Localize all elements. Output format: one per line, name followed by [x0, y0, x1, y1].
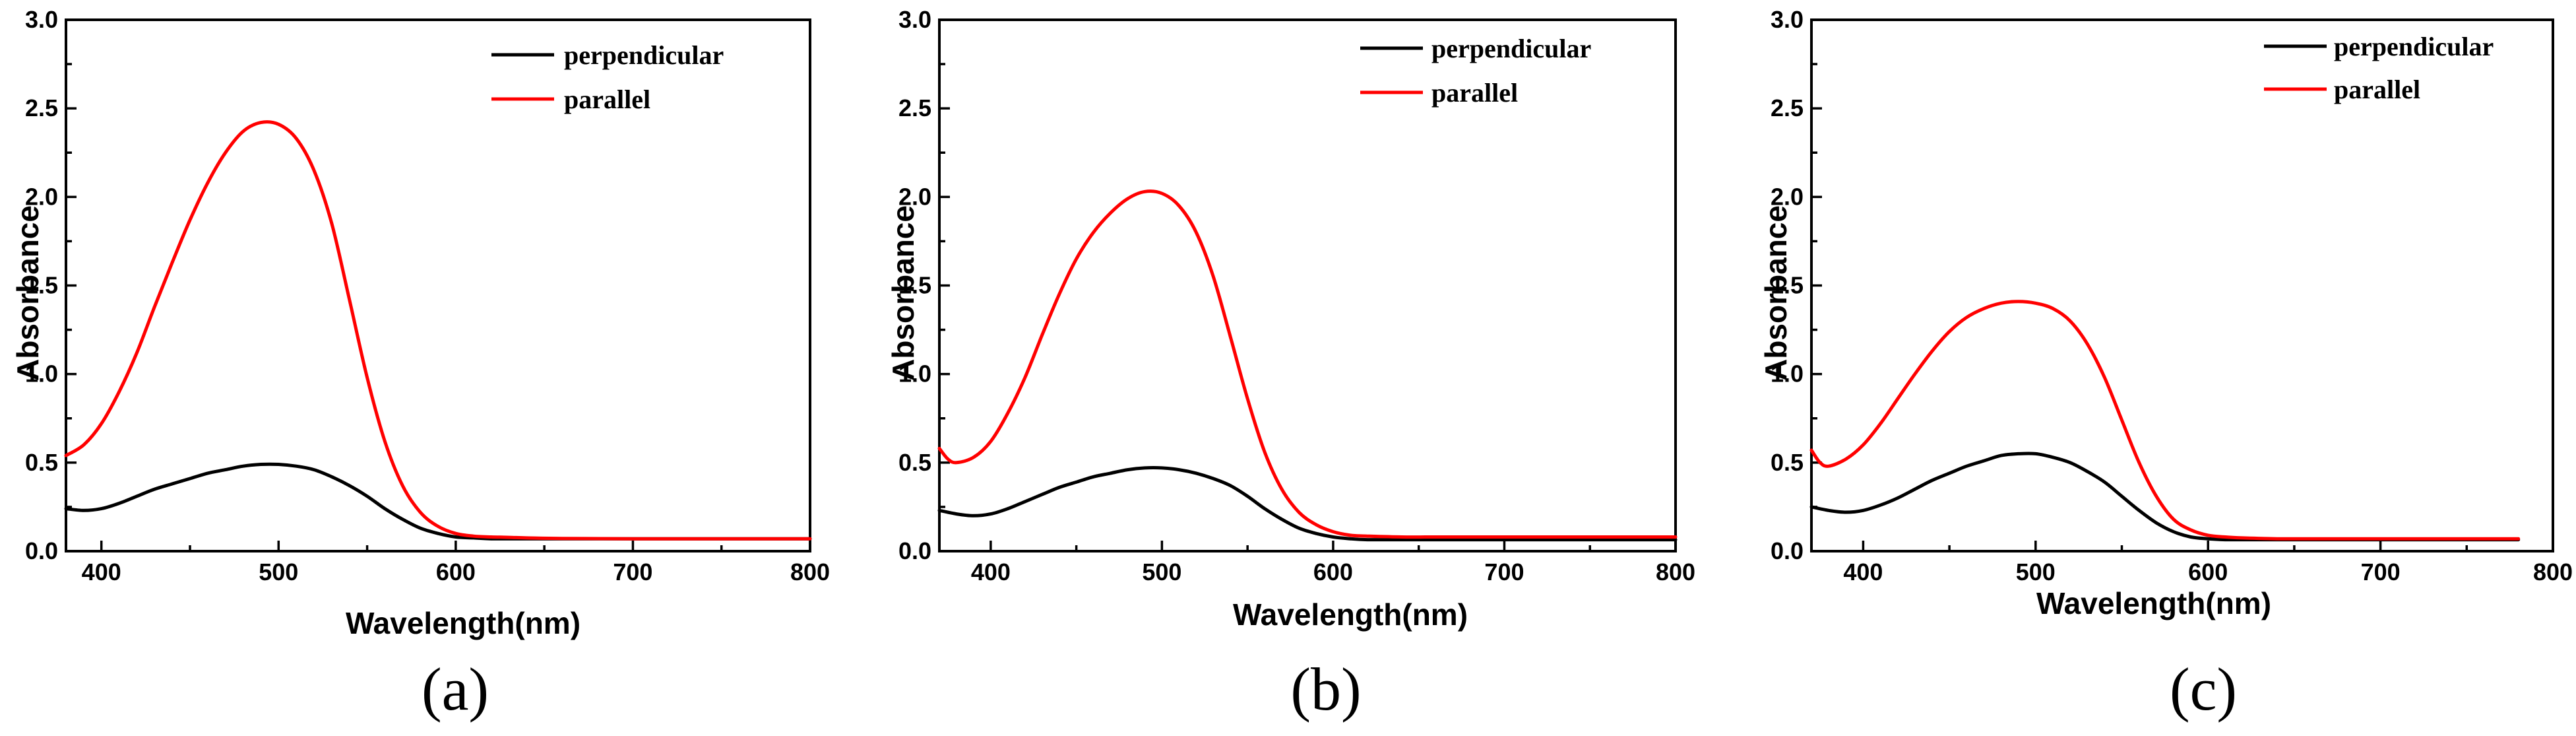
x-tick-label: 400: [1843, 558, 1883, 585]
plot-frame: [1810, 18, 2554, 552]
panel-caption: (a): [422, 655, 489, 723]
y-tick-label: 3.0: [25, 6, 58, 33]
plot-frame: [65, 18, 811, 552]
panel-c: 400 500 600 700 800 0.0 0.5 1.0 1.5 2.0 2.5 3.0 per…: [1759, 6, 2573, 723]
legend-label-perpendicular: perpendicular: [1431, 34, 1591, 63]
axis-ticks: 400 500 600 700 800 0.0 0.5 1.0 1.5 2.0 2.5 3.0: [1771, 6, 2573, 585]
x-axis-title: Wavelength(nm): [346, 606, 581, 640]
x-tick-label: 500: [2016, 558, 2056, 585]
y-axis-title: Absorbance: [11, 205, 45, 381]
x-tick-label: 600: [436, 558, 476, 585]
y-axis-title: Absorbance: [886, 205, 920, 381]
series-group: [937, 189, 1678, 542]
y-tick-label: 0.0: [898, 537, 931, 564]
series-group: [1809, 300, 2521, 542]
x-tick-label: 700: [1484, 558, 1524, 585]
legend: perpendicular parallel: [1360, 34, 1591, 108]
axis-ticks: 400 500 600 700 800 0.0 0.5 1.0 1.5 2.0 2.5 3.0: [25, 6, 830, 585]
legend-label-perpendicular: perpendicular: [2334, 32, 2494, 61]
panel-caption: (c): [2170, 655, 2237, 723]
y-tick-label: 2.5: [898, 94, 931, 121]
series-line-parallel: [1809, 300, 2521, 541]
axis-ticks: 400 500 600 700 800 0.0 0.5 1.0 1.5 2.0 2.5 3.0: [898, 6, 1695, 585]
y-tick-label: 3.0: [1771, 6, 1804, 33]
y-tick-label: 2.5: [1771, 94, 1804, 121]
legend-label-parallel: parallel: [2334, 75, 2420, 104]
legend: perpendicular parallel: [491, 40, 724, 114]
panel-a: 400 500 600 700 800 0.0 0.5 1.0 1.5 2.0 2.5 3.0 per…: [11, 6, 830, 723]
series-line-parallel: [64, 120, 812, 541]
x-axis-title: Wavelength(nm): [1233, 597, 1468, 632]
y-tick-label: 2.5: [25, 94, 58, 121]
panel-b: 400 500 600 700 800 0.0 0.5 1.0 1.5 2.0 2.5 3.0 per…: [886, 6, 1695, 723]
panel-caption: (b): [1290, 655, 1361, 723]
y-tick-label: 1.5: [1771, 272, 1804, 299]
legend-label-parallel: parallel: [564, 84, 650, 114]
y-tick-label: 1.0: [1771, 360, 1804, 387]
y-tick-label: 1.5: [898, 272, 931, 299]
series-line-perpendicular: [1809, 452, 2521, 542]
y-tick-label: 1.0: [898, 360, 931, 387]
y-axis-title: Absorbance: [1759, 205, 1793, 381]
y-tick-label: 2.0: [25, 183, 58, 210]
y-tick-label: 1.0: [25, 360, 58, 387]
y-tick-label: 1.5: [25, 272, 58, 299]
y-tick-label: 2.0: [1771, 183, 1804, 210]
series-line-parallel: [937, 189, 1678, 539]
legend: perpendicular parallel: [2264, 32, 2494, 104]
plot-frame: [938, 18, 1677, 552]
legend-label-perpendicular: perpendicular: [564, 40, 724, 70]
x-tick-label: 600: [2188, 558, 2228, 585]
x-tick-label: 800: [790, 558, 830, 585]
y-tick-label: 2.0: [898, 183, 931, 210]
series-group: [64, 120, 812, 541]
y-tick-label: 0.0: [25, 537, 58, 564]
y-tick-label: 3.0: [898, 6, 931, 33]
x-tick-label: 800: [2533, 558, 2573, 585]
x-tick-label: 700: [2361, 558, 2401, 585]
y-tick-label: 0.5: [1771, 449, 1804, 476]
x-axis-title: Wavelength(nm): [2036, 586, 2271, 620]
x-tick-label: 400: [971, 558, 1011, 585]
x-tick-label: 800: [1656, 558, 1695, 585]
y-tick-label: 0.5: [25, 449, 58, 476]
x-tick-label: 500: [1142, 558, 1181, 585]
x-tick-label: 400: [82, 558, 121, 585]
series-line-perpendicular: [937, 466, 1678, 542]
legend-label-parallel: parallel: [1431, 78, 1518, 108]
x-tick-label: 500: [259, 558, 298, 585]
y-tick-label: 0.0: [1771, 537, 1804, 564]
x-tick-label: 700: [613, 558, 652, 585]
x-tick-label: 600: [1313, 558, 1353, 585]
y-tick-label: 0.5: [898, 449, 931, 476]
